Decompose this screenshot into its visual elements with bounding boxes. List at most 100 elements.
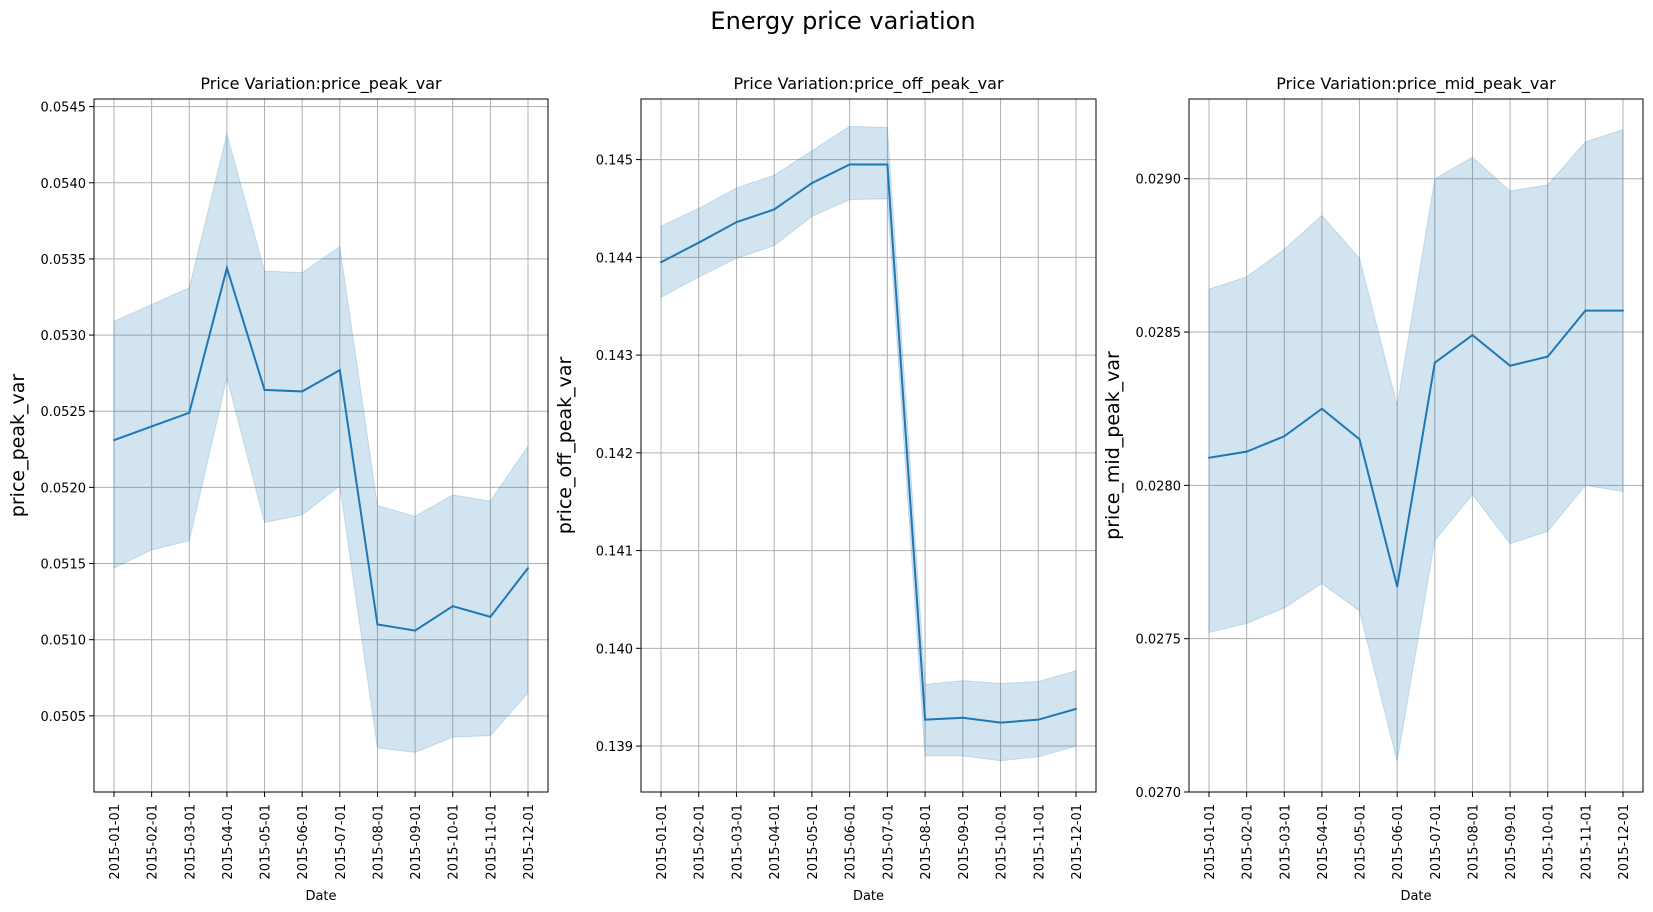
- data-point: [188, 411, 191, 414]
- data-point: [113, 439, 115, 442]
- data-point: [263, 388, 266, 391]
- data-point: [697, 241, 700, 244]
- data-point: [451, 605, 454, 608]
- chart-panel-3: 0.0270 0.0275 0.0280 0.0285 0.0290 2015-01-01…: [1102, 74, 1644, 904]
- data-point: [338, 369, 341, 372]
- series-line: [113, 264, 529, 632]
- data-point: [1358, 438, 1361, 441]
- y-tick-label: 0.0525: [41, 405, 87, 420]
- y-tick-label: 0.0535: [41, 253, 87, 268]
- y-tick-label: 0.0530: [41, 329, 87, 344]
- y-tick-label: 0.141: [596, 545, 633, 560]
- x-tick-label: 2015-02-01: [146, 804, 161, 880]
- axes-frame: [1188, 98, 1644, 793]
- x-tick-label: 2015-04-01: [768, 804, 783, 880]
- x-tick-label: 2015-12-01: [522, 804, 537, 880]
- x-tick-label: 2015-07-01: [1429, 804, 1444, 880]
- y-tick-label: 0.0270: [1136, 786, 1182, 801]
- x-tick-label: 2015-11-01: [1579, 804, 1594, 880]
- data-point: [735, 221, 738, 224]
- y-tick-label: 0.0285: [1136, 326, 1182, 341]
- y-axis-label: price_off_peak_var: [554, 357, 576, 535]
- data-point: [1320, 407, 1323, 410]
- figure-suptitle: Energy price variation: [710, 7, 975, 35]
- x-tick-label: 2015-08-01: [371, 804, 386, 880]
- panel-title: Price Variation:price_mid_peak_var: [1276, 74, 1556, 94]
- data-point: [150, 425, 153, 428]
- data-point: [1546, 355, 1549, 358]
- y-tick-label: 0.0540: [41, 177, 87, 192]
- x-tick-label: 2015-09-01: [409, 804, 424, 880]
- x-tick-label: 2015-03-01: [183, 804, 198, 880]
- x-tick-label: 2015-08-01: [1466, 804, 1481, 880]
- axes-frame: [93, 98, 549, 793]
- series-line: [660, 163, 1077, 724]
- data-point: [1283, 435, 1286, 438]
- x-axis-label: Date: [305, 889, 336, 904]
- x-tick-label: 2015-07-01: [334, 804, 349, 880]
- data-point: [1584, 309, 1587, 312]
- x-tick-label: 2015-09-01: [957, 804, 972, 880]
- confidence-band: [1208, 128, 1624, 762]
- x-tick-label: 2015-05-01: [259, 804, 274, 880]
- y-axis-label: price_mid_peak_var: [1102, 351, 1124, 540]
- data-point: [1433, 361, 1436, 364]
- panel-title: Price Variation:price_peak_var: [200, 74, 442, 94]
- y-axis-label: price_peak_var: [7, 374, 29, 518]
- x-tick-label: 2015-05-01: [1354, 804, 1369, 880]
- x-tick-label: 2015-02-01: [693, 804, 708, 880]
- x-tick-label: 2015-12-01: [1617, 804, 1632, 880]
- x-tick-label: 2015-06-01: [1391, 804, 1406, 880]
- x-tick-label: 2015-10-01: [1542, 804, 1557, 880]
- data-point: [660, 261, 662, 264]
- y-tick-label: 0.0545: [41, 101, 87, 116]
- confidence-band: [113, 132, 529, 753]
- x-tick-label: 2015-11-01: [1032, 804, 1047, 880]
- data-point: [1075, 707, 1077, 710]
- data-point: [999, 721, 1002, 724]
- data-point: [301, 390, 304, 393]
- data-point: [1622, 309, 1624, 312]
- y-tick-label: 0.144: [596, 251, 633, 266]
- x-tick-label: 2015-01-01: [108, 804, 123, 880]
- y-tick-label: 0.0505: [41, 710, 87, 725]
- y-tick-label: 0.0510: [41, 634, 87, 649]
- data-point: [1396, 585, 1399, 588]
- data-point: [527, 567, 529, 570]
- data-point: [961, 716, 964, 719]
- y-tick-label: 0.0290: [1136, 173, 1182, 188]
- x-axis-label: Date: [1400, 889, 1431, 904]
- y-tick-label: 0.0275: [1136, 633, 1182, 648]
- y-tick-label: 0.142: [596, 447, 633, 462]
- y-tick-label: 0.143: [596, 349, 633, 364]
- data-point: [414, 629, 417, 632]
- x-tick-label: 2015-10-01: [447, 804, 462, 880]
- data-point: [376, 623, 379, 626]
- confidence-band: [660, 125, 1077, 762]
- x-tick-label: 2015-04-01: [221, 804, 236, 880]
- x-tick-label: 2015-02-01: [1241, 804, 1256, 880]
- data-point: [773, 208, 776, 211]
- chart-panels: 0.0505 0.0510 0.0515 0.0520 0.0525 0.0530 0.05…: [7, 74, 1644, 904]
- data-point: [1037, 718, 1040, 721]
- x-tick-label: 2015-05-01: [806, 804, 821, 880]
- chart-panel-2: 0.139 0.140 0.141 0.142 0.143 0.144 0.145 2015-…: [554, 74, 1097, 904]
- x-axis-label: Date: [853, 889, 884, 904]
- x-tick-label: 2015-01-01: [1203, 804, 1218, 880]
- y-tick-label: 0.0515: [41, 558, 87, 573]
- x-tick-label: 2015-03-01: [1278, 804, 1293, 880]
- data-point: [1208, 456, 1210, 459]
- x-tick-label: 2015-10-01: [995, 804, 1010, 880]
- panel-title: Price Variation:price_off_peak_var: [733, 74, 1003, 94]
- data-point: [1509, 364, 1512, 367]
- y-tick-label: 0.0520: [41, 481, 87, 496]
- data-point: [1245, 450, 1248, 453]
- y-tick-label: 0.0280: [1136, 479, 1182, 494]
- data-point: [924, 718, 927, 721]
- x-tick-label: 2015-12-01: [1070, 804, 1085, 880]
- x-tick-label: 2015-09-01: [1504, 804, 1519, 880]
- y-tick-label: 0.140: [596, 642, 633, 657]
- x-tick-label: 2015-01-01: [655, 804, 670, 880]
- data-point: [489, 615, 492, 618]
